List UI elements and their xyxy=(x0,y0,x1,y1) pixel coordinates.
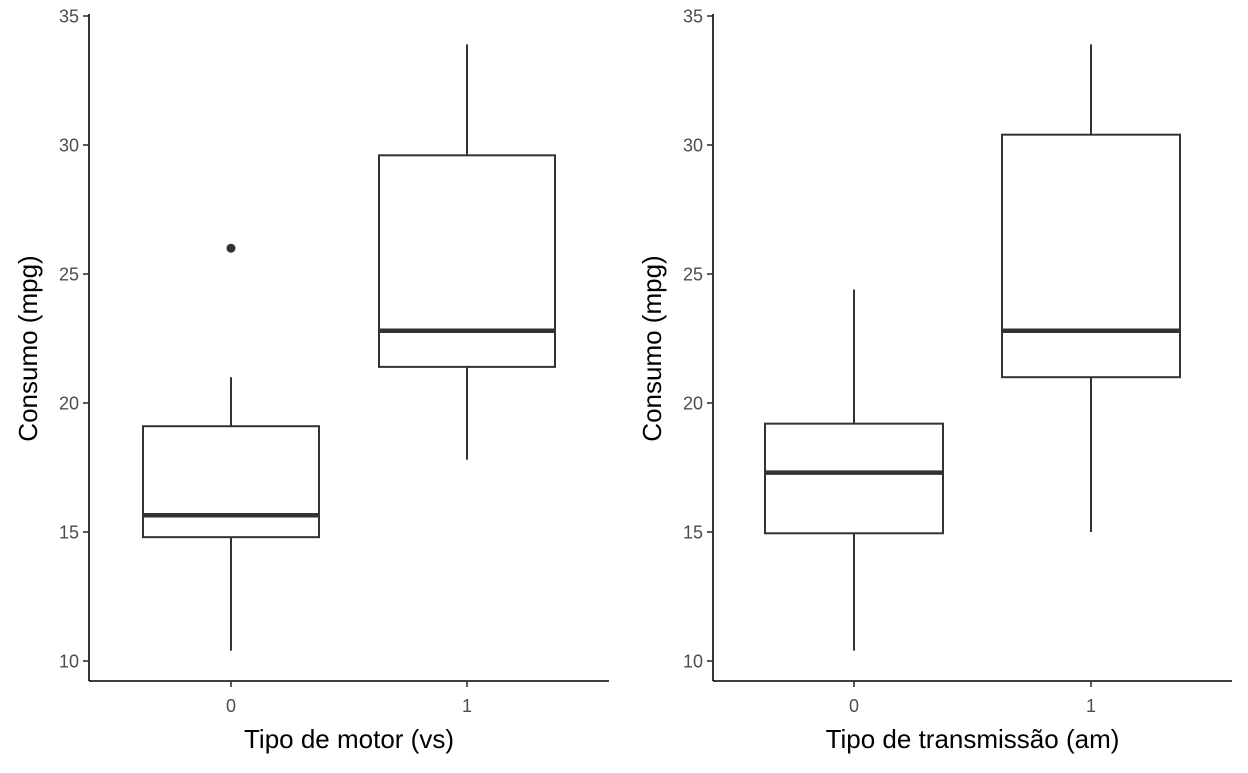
y-tick-label: 15 xyxy=(683,523,703,543)
y-tick-label: 10 xyxy=(683,652,703,672)
y-tick-label: 30 xyxy=(59,136,79,156)
x-axis-title: Tipo de transmissão (am) xyxy=(826,724,1120,754)
x-tick-label: 0 xyxy=(849,696,859,716)
y-tick-label: 15 xyxy=(59,523,79,543)
y-tick-label: 20 xyxy=(59,394,79,414)
y-tick-label: 35 xyxy=(59,7,79,27)
y-axis-title: Consumo (mpg) xyxy=(13,255,43,441)
y-axis-title: Consumo (mpg) xyxy=(637,255,667,441)
chart-panel-1: 10 15 20 25 30 35 0 1 Tipo de motor (vs) Consumo … xyxy=(13,7,609,754)
y-tick-label: 35 xyxy=(683,7,703,27)
x-axis-title: Tipo de motor (vs) xyxy=(244,724,454,754)
y-tick-label: 20 xyxy=(683,394,703,414)
y-tick-label: 10 xyxy=(59,652,79,672)
x-tick-label: 0 xyxy=(226,696,236,716)
boxplot-0 xyxy=(764,289,944,651)
y-tick-label: 25 xyxy=(683,265,703,285)
boxplot-1 xyxy=(1001,44,1181,532)
boxplot-0 xyxy=(142,243,320,651)
box-iqr xyxy=(378,154,556,368)
chart-panel-2: 10 15 20 25 30 35 0 1 Tipo de transmissão (am) Co… xyxy=(637,7,1232,754)
x-tick-label: 1 xyxy=(462,696,472,716)
box-iqr xyxy=(1001,133,1181,379)
x-tick-label: 1 xyxy=(1086,696,1096,716)
outlier-point xyxy=(226,243,236,253)
box-iqr xyxy=(142,425,320,539)
box-iqr xyxy=(764,422,944,535)
y-tick-label: 30 xyxy=(683,136,703,156)
boxplot-1 xyxy=(378,44,556,460)
y-tick-label: 25 xyxy=(59,265,79,285)
